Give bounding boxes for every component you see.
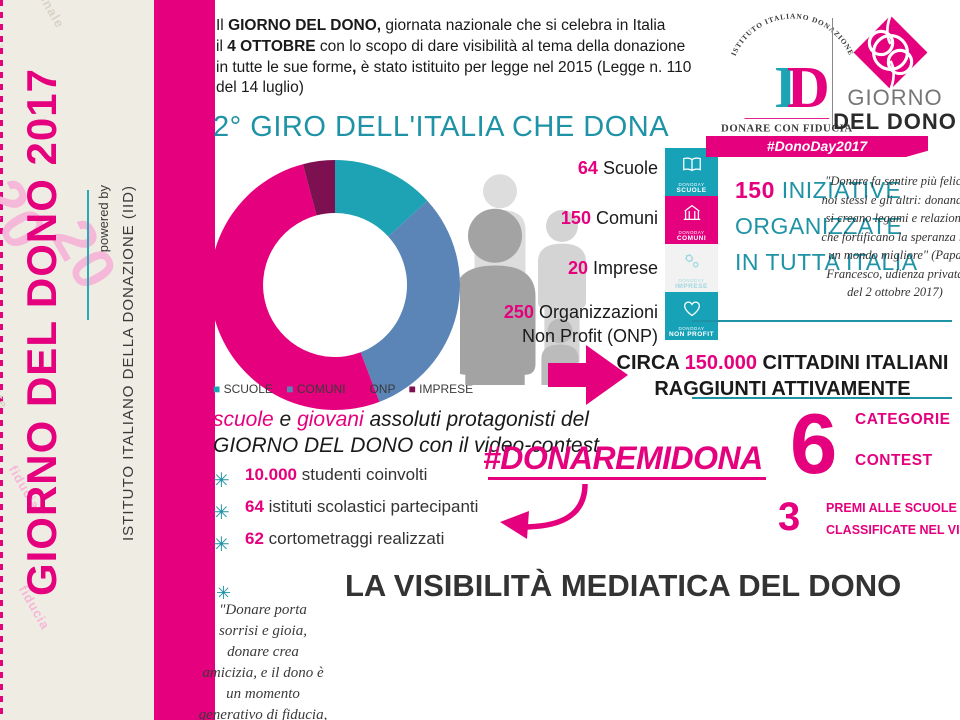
svg-text:ISTITUTO ITALIANO DONAZIONE: ISTITUTO ITALIANO DONAZIONE [729,11,856,57]
svg-text:D: D [787,54,830,120]
